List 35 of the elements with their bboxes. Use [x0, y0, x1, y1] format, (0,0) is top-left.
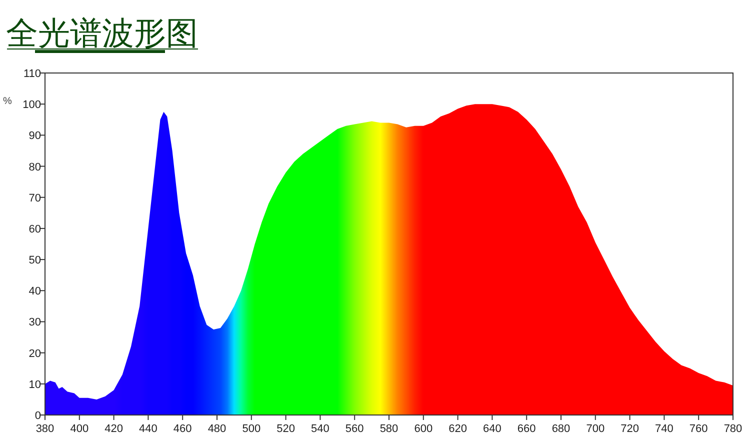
y-tick-label: 40: [28, 286, 41, 298]
y-tick-label: 110: [23, 68, 41, 80]
x-tick-label: 780: [724, 423, 742, 435]
x-tick-label: 460: [173, 423, 192, 435]
x-tick-label: 440: [139, 423, 158, 435]
x-tick-label: 500: [242, 423, 261, 435]
y-axis-title: %: [3, 96, 12, 107]
y-tick-label: 0: [34, 410, 41, 422]
x-tick-label: 420: [104, 423, 123, 435]
x-tick-label: 760: [689, 423, 708, 435]
x-tick-label: 480: [208, 423, 226, 435]
x-tick-label: 520: [276, 423, 295, 435]
x-tick-label: 720: [620, 423, 639, 435]
x-tick-label: 620: [448, 423, 467, 435]
y-tick-label: 70: [28, 192, 41, 204]
x-tick-label: 380: [36, 423, 54, 435]
y-tick-label: 90: [28, 130, 41, 142]
y-tick-label: 30: [28, 316, 41, 329]
y-tick-label: 50: [28, 254, 41, 267]
x-tick-label: 560: [345, 423, 364, 435]
y-tick-label: 20: [28, 348, 41, 360]
y-tick-label: 80: [28, 161, 41, 174]
title: 全光谱波形图: [6, 15, 198, 51]
x-tick-label: 400: [70, 423, 89, 435]
x-tick-label: 700: [586, 423, 605, 435]
x-tick-label: 640: [483, 423, 502, 435]
x-tick-label: 660: [517, 423, 536, 435]
y-tick-label: 60: [28, 223, 41, 236]
x-tick-label: 540: [311, 423, 330, 435]
x-tick-label: 580: [380, 423, 398, 435]
x-tick-label: 680: [552, 423, 570, 435]
y-tick-label: 10: [28, 378, 41, 391]
x-tick-label: 740: [655, 423, 674, 435]
x-tick-label: 600: [414, 423, 433, 435]
y-tick-label: 100: [22, 99, 41, 112]
